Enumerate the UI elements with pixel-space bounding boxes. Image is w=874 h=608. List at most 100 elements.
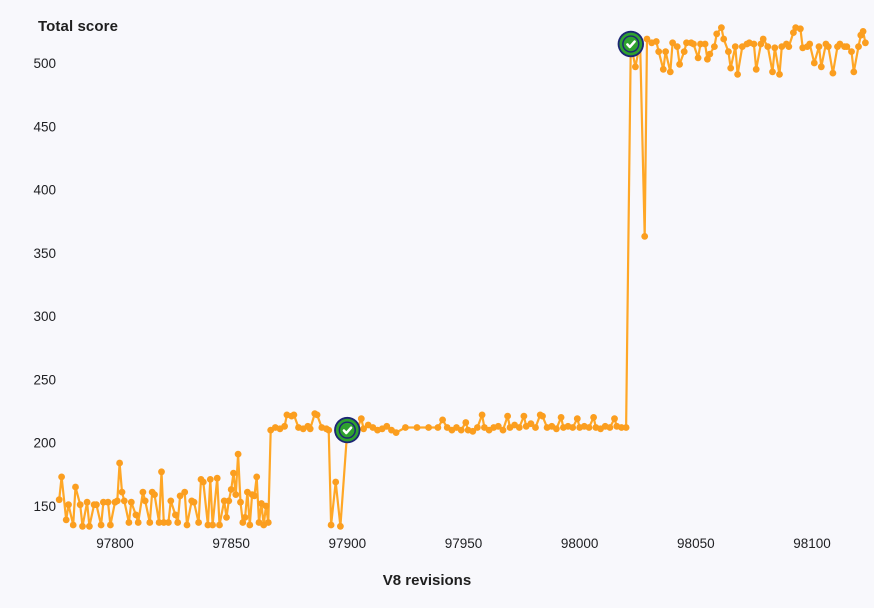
- data-point[interactable]: [532, 424, 539, 431]
- data-point[interactable]: [590, 414, 597, 421]
- data-point[interactable]: [79, 522, 86, 530]
- data-point[interactable]: [711, 43, 718, 50]
- data-point[interactable]: [515, 424, 523, 431]
- data-point[interactable]: [246, 521, 254, 529]
- data-point[interactable]: [539, 412, 546, 420]
- data-point[interactable]: [167, 497, 175, 505]
- data-point[interactable]: [434, 424, 442, 431]
- data-point[interactable]: [183, 521, 191, 529]
- data-point[interactable]: [843, 43, 851, 50]
- data-point[interactable]: [118, 488, 126, 496]
- data-point[interactable]: [97, 521, 105, 529]
- data-point[interactable]: [241, 514, 249, 521]
- data-point[interactable]: [499, 426, 507, 434]
- data-point[interactable]: [158, 468, 165, 476]
- data-point[interactable]: [413, 424, 421, 431]
- data-point[interactable]: [213, 474, 221, 482]
- data-point[interactable]: [606, 424, 614, 431]
- data-point[interactable]: [383, 422, 391, 430]
- data-point[interactable]: [206, 476, 214, 483]
- data-point[interactable]: [55, 496, 63, 504]
- data-point[interactable]: [134, 519, 142, 526]
- data-point[interactable]: [725, 48, 732, 55]
- data-point[interactable]: [750, 40, 758, 48]
- data-point[interactable]: [251, 492, 258, 500]
- data-point[interactable]: [759, 35, 767, 43]
- data-point[interactable]: [632, 63, 639, 71]
- data-point[interactable]: [227, 486, 235, 493]
- data-point[interactable]: [151, 491, 158, 498]
- data-point[interactable]: [239, 519, 247, 526]
- data-point[interactable]: [669, 39, 676, 47]
- data-point[interactable]: [478, 411, 486, 419]
- data-point[interactable]: [785, 43, 793, 50]
- data-point[interactable]: [360, 425, 367, 433]
- data-point[interactable]: [290, 411, 298, 419]
- data-point[interactable]: [176, 492, 184, 500]
- data-point[interactable]: [862, 39, 869, 47]
- data-point[interactable]: [527, 420, 535, 428]
- data-point[interactable]: [195, 519, 203, 526]
- data-point[interactable]: [718, 24, 725, 31]
- data-point[interactable]: [181, 488, 189, 496]
- data-point[interactable]: [462, 419, 470, 426]
- data-point[interactable]: [694, 54, 702, 62]
- data-point[interactable]: [190, 498, 198, 506]
- data-point[interactable]: [659, 65, 667, 73]
- data-point[interactable]: [731, 43, 739, 50]
- data-point[interactable]: [141, 497, 149, 505]
- data-point[interactable]: [797, 25, 804, 33]
- data-point[interactable]: [253, 473, 261, 481]
- data-point[interactable]: [93, 501, 100, 509]
- data-point[interactable]: [643, 35, 651, 43]
- data-point[interactable]: [439, 416, 446, 424]
- data-point[interactable]: [690, 40, 697, 48]
- data-point[interactable]: [573, 415, 581, 423]
- data-point[interactable]: [172, 511, 179, 519]
- data-point[interactable]: [815, 43, 823, 50]
- data-point[interactable]: [622, 424, 630, 431]
- data-point[interactable]: [104, 498, 112, 506]
- data-point[interactable]: [673, 43, 681, 50]
- data-point[interactable]: [237, 498, 244, 506]
- data-point[interactable]: [337, 522, 344, 530]
- data-point[interactable]: [425, 424, 432, 431]
- data-point[interactable]: [666, 68, 674, 76]
- data-point[interactable]: [655, 48, 663, 55]
- data-point[interactable]: [817, 63, 825, 71]
- data-point[interactable]: [120, 497, 128, 505]
- data-point[interactable]: [457, 426, 465, 434]
- data-point[interactable]: [855, 43, 862, 50]
- data-point[interactable]: [232, 491, 240, 498]
- data-point[interactable]: [553, 425, 560, 433]
- data-point[interactable]: [810, 59, 818, 67]
- data-point[interactable]: [392, 429, 400, 436]
- data-point[interactable]: [69, 521, 77, 529]
- data-point[interactable]: [165, 519, 172, 526]
- data-point[interactable]: [720, 35, 728, 43]
- data-point[interactable]: [569, 424, 577, 431]
- data-point[interactable]: [113, 497, 121, 505]
- data-point[interactable]: [683, 39, 690, 47]
- data-point[interactable]: [125, 519, 133, 526]
- data-point[interactable]: [264, 519, 272, 526]
- data-point[interactable]: [402, 424, 409, 431]
- data-point[interactable]: [652, 38, 660, 45]
- data-point[interactable]: [859, 28, 867, 35]
- data-point[interactable]: [107, 521, 114, 529]
- data-point[interactable]: [727, 64, 735, 72]
- data-point[interactable]: [86, 522, 93, 530]
- data-point[interactable]: [116, 459, 123, 467]
- data-point[interactable]: [223, 514, 230, 521]
- data-point[interactable]: [824, 43, 832, 50]
- data-point[interactable]: [58, 473, 65, 481]
- data-point[interactable]: [262, 502, 270, 510]
- data-point[interactable]: [306, 425, 314, 433]
- data-point[interactable]: [713, 30, 721, 38]
- data-point[interactable]: [313, 411, 321, 419]
- data-point[interactable]: [752, 65, 760, 73]
- data-point[interactable]: [764, 43, 772, 50]
- data-point[interactable]: [225, 497, 233, 505]
- data-point[interactable]: [199, 478, 207, 486]
- data-point[interactable]: [132, 511, 140, 519]
